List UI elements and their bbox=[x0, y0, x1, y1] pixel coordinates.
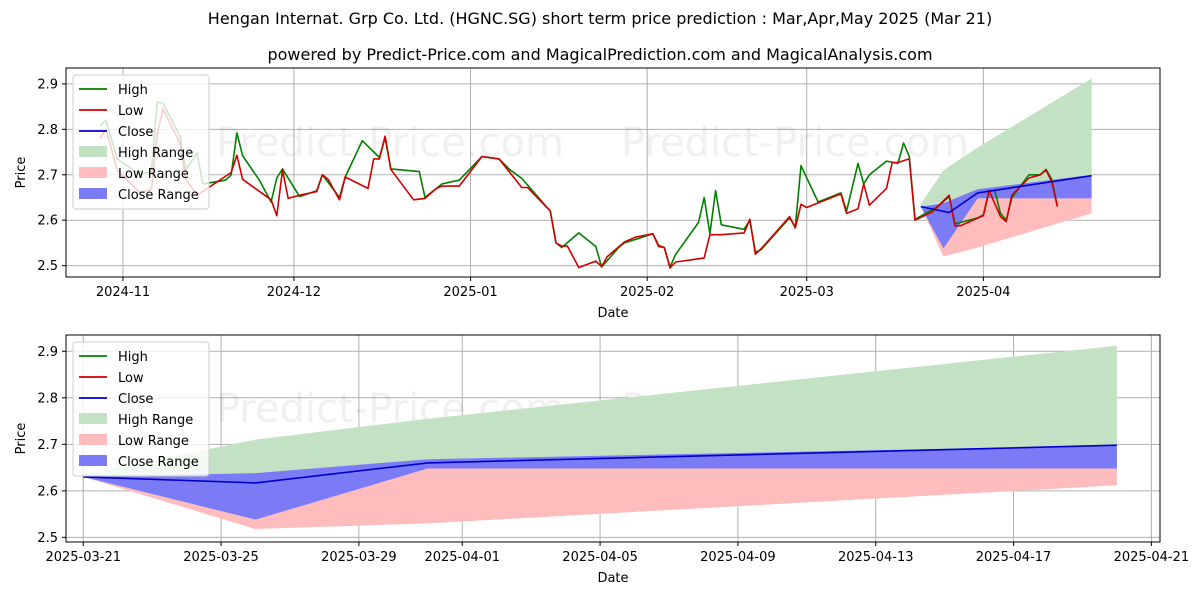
close-range-band bbox=[83, 445, 1117, 520]
close-range-band bbox=[920, 174, 1092, 249]
x-tick-label: 2025-04 bbox=[956, 285, 1010, 300]
plot-frame bbox=[65, 67, 1161, 278]
legend-label-close-range: Close Range bbox=[118, 188, 199, 203]
low-range-band bbox=[920, 198, 1092, 257]
y-tick-label: 2.7 bbox=[37, 438, 58, 453]
y-axis-label: Price bbox=[14, 423, 29, 455]
y-tick-label: 2.5 bbox=[37, 259, 58, 274]
y-tick-label: 2.6 bbox=[37, 484, 58, 499]
legend-label-high-range: High Range bbox=[118, 413, 193, 428]
x-tick-label: 2024-11 bbox=[96, 285, 150, 300]
legend-swatch-low-range bbox=[79, 167, 107, 178]
y-tick-label: 2.9 bbox=[37, 345, 58, 360]
legend-label-close: Close bbox=[118, 392, 153, 407]
chart-title: Hengan Internat. Grp Co. Ltd. (HGNC.SG) … bbox=[207, 9, 993, 28]
chart-2: Predict-Price.comPredict-Price.com2025-0… bbox=[14, 334, 1189, 586]
x-tick-label: 2025-03-29 bbox=[321, 550, 397, 565]
x-tick-label: 2025-01 bbox=[443, 285, 497, 300]
x-tick-label: 2025-04-05 bbox=[562, 550, 638, 565]
legend-label-low-range: Low Range bbox=[118, 434, 189, 449]
y-tick-label: 2.8 bbox=[37, 391, 58, 406]
legend-label-close-range: Close Range bbox=[118, 455, 199, 470]
x-tick-label: 2025-03-21 bbox=[45, 550, 121, 565]
x-tick-label: 2025-03 bbox=[780, 285, 834, 300]
x-tick-label: 2025-03-25 bbox=[183, 550, 259, 565]
watermark-text: Predict-Price.com bbox=[621, 120, 969, 166]
x-tick-label: 2025-04-17 bbox=[976, 550, 1052, 565]
watermark: Predict-Price.com Predict-Price.com bbox=[216, 120, 969, 166]
plot-area bbox=[83, 345, 1117, 529]
y-tick-label: 2.8 bbox=[37, 123, 58, 138]
x-axis-label: Date bbox=[597, 571, 628, 586]
legend-label-high: High bbox=[118, 350, 148, 365]
legend-swatch-low-range bbox=[79, 434, 107, 445]
low-range-band bbox=[83, 468, 1117, 529]
close-line bbox=[83, 444, 1117, 484]
legend: High Low Close High Range Low Range Close Ran… bbox=[72, 341, 210, 477]
x-tick-label: 2024-12 bbox=[267, 285, 321, 300]
x-tick-label: 2025-02 bbox=[620, 285, 674, 300]
y-tick-label: 2.9 bbox=[37, 77, 58, 92]
y-tick-label: 2.7 bbox=[37, 168, 58, 183]
legend: High Low Close High Range Low Range Close Ran… bbox=[72, 74, 210, 210]
plot-frame bbox=[65, 334, 1161, 543]
axes: 2024-11 2024-12 2025-01 2025-02 2025-03 2025-… bbox=[14, 77, 1011, 321]
legend-swatch-high-range bbox=[79, 413, 107, 424]
legend-label-high-range: High Range bbox=[118, 146, 193, 161]
axes: 2025-03-21 2025-03-25 2025-03-29 2025-04-01… bbox=[14, 345, 1189, 586]
plot-area bbox=[99, 78, 1092, 269]
x-tick-label: 2025-04-09 bbox=[700, 550, 776, 565]
legend-label-low: Low bbox=[118, 371, 144, 386]
x-tick-label: 2025-04-21 bbox=[1114, 550, 1190, 565]
y-axis-label: Price bbox=[14, 157, 29, 189]
legend-label-low-range: Low Range bbox=[118, 167, 189, 182]
close-line bbox=[920, 174, 1092, 214]
legend-label-high: High bbox=[118, 83, 148, 98]
legend-label-low: Low bbox=[118, 104, 144, 119]
chart-1: Predict-Price.com Predict-Price.com2024-1… bbox=[14, 67, 1161, 321]
x-tick-label: 2025-04-13 bbox=[838, 550, 914, 565]
y-tick-label: 2.6 bbox=[37, 214, 58, 229]
chart-subtitle: powered by Predict-Price.com and Magical… bbox=[267, 45, 933, 64]
high-range-band bbox=[83, 345, 1117, 477]
legend-label-close: Close bbox=[118, 125, 153, 140]
low-line bbox=[99, 108, 1059, 269]
y-tick-label: 2.5 bbox=[37, 531, 58, 546]
legend-swatch-close-range bbox=[79, 455, 107, 466]
watermark-text: Predict-Price.com bbox=[216, 120, 564, 166]
legend-swatch-close-range bbox=[79, 188, 107, 199]
legend-swatch-high-range bbox=[79, 146, 107, 157]
x-axis-label: Date bbox=[597, 306, 628, 321]
high-line bbox=[99, 101, 1059, 268]
x-tick-label: 2025-04-01 bbox=[424, 550, 500, 565]
